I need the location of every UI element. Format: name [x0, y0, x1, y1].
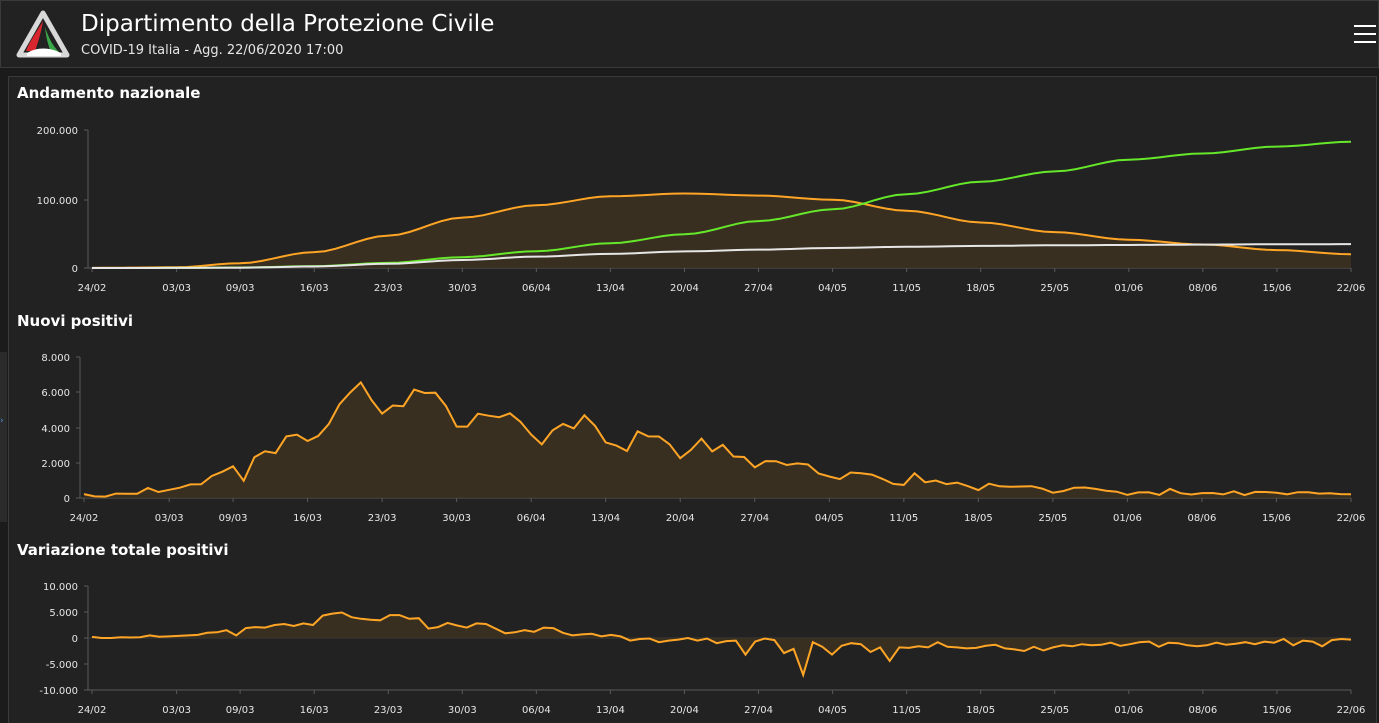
x-tick-label: 27/04 — [744, 705, 773, 716]
side-panel-handle[interactable]: › — [0, 352, 7, 522]
y-tick-label: 10.000 — [43, 582, 78, 593]
x-tick-label: 03/03 — [155, 513, 184, 524]
y-tick-label: 2.000 — [41, 459, 70, 470]
x-tick-label: 04/05 — [815, 513, 844, 524]
x-tick-label: 18/05 — [966, 705, 995, 716]
x-tick-label: 24/02 — [78, 283, 107, 294]
x-tick-label: 22/06 — [1337, 705, 1366, 716]
x-tick-label: 13/04 — [591, 513, 620, 524]
y-tick-label: 8.000 — [41, 353, 70, 364]
app-title: Dipartimento della Protezione Civile — [81, 11, 495, 37]
y-tick-label: 0 — [72, 264, 78, 275]
x-tick-label: 25/05 — [1040, 283, 1069, 294]
x-tick-label: 15/06 — [1263, 705, 1292, 716]
x-tick-label: 18/05 — [964, 513, 993, 524]
y-tick-label: 0 — [72, 634, 78, 645]
chevron-right-icon: › — [0, 416, 4, 426]
series-line — [92, 243, 1351, 269]
x-tick-label: 03/03 — [162, 705, 191, 716]
x-tick-label: 11/05 — [892, 283, 921, 294]
x-tick-label: 23/03 — [374, 283, 403, 294]
series-line — [91, 192, 1352, 269]
y-tick-label: 4.000 — [41, 424, 70, 435]
x-tick-label: 06/04 — [522, 283, 551, 294]
y-tick-label: 6.000 — [41, 388, 70, 399]
x-tick-label: 08/06 — [1188, 283, 1217, 294]
x-tick-label: 23/03 — [374, 705, 403, 716]
x-tick-label: 27/04 — [744, 283, 773, 294]
x-tick-label: 09/03 — [226, 705, 255, 716]
x-tick-label: 04/05 — [818, 705, 847, 716]
x-tick-label: 06/04 — [522, 705, 551, 716]
series-area — [84, 382, 1351, 498]
app-subtitle: COVID-19 Italia - Agg. 22/06/2020 17:00 — [81, 43, 344, 58]
y-tick-label: -5.000 — [46, 660, 78, 671]
x-tick-label: 13/04 — [596, 283, 625, 294]
series-line — [83, 380, 1352, 498]
x-tick-label: 25/05 — [1040, 705, 1069, 716]
x-tick-label: 06/04 — [517, 513, 546, 524]
x-tick-label: 04/05 — [818, 283, 847, 294]
x-tick-label: 03/03 — [162, 283, 191, 294]
x-tick-label: 15/06 — [1262, 513, 1291, 524]
x-tick-label: 16/03 — [300, 283, 329, 294]
chart-title-andamento: Andamento nazionale — [17, 84, 201, 102]
x-tick-label: 11/05 — [889, 513, 918, 524]
y-tick-label: 200.000 — [37, 126, 78, 137]
protezione-civile-logo — [16, 10, 70, 58]
x-tick-label: 24/02 — [78, 705, 107, 716]
x-tick-label: 16/03 — [293, 513, 322, 524]
series-area — [92, 193, 1351, 268]
x-tick-label: 27/04 — [740, 513, 769, 524]
chart-andamento-nazionale: 200.000 100.000 024/02 03/03 09/03 16/03 23/03… — [37, 126, 1366, 294]
y-tick-label: 100.000 — [37, 196, 78, 207]
x-tick-label: 20/04 — [666, 513, 695, 524]
x-tick-label: 20/04 — [670, 705, 699, 716]
chart-title-nuovi-positivi: Nuovi positivi — [17, 312, 134, 330]
x-tick-label: 30/03 — [448, 705, 477, 716]
x-tick-label: 18/05 — [966, 283, 995, 294]
series-area — [92, 612, 1351, 675]
x-tick-label: 01/06 — [1114, 705, 1143, 716]
x-tick-label: 22/06 — [1337, 513, 1366, 524]
x-tick-label: 13/04 — [596, 705, 625, 716]
x-tick-label: 16/03 — [300, 705, 329, 716]
y-tick-label: 0 — [64, 494, 70, 505]
x-tick-label: 11/05 — [892, 705, 921, 716]
chart-title-variazione: Variazione totale positivi — [17, 541, 229, 559]
x-tick-label: 08/06 — [1188, 705, 1217, 716]
hamburger-menu-icon[interactable] — [1354, 25, 1376, 45]
y-tick-label: 5.000 — [49, 608, 78, 619]
x-tick-label: 25/05 — [1038, 513, 1067, 524]
x-tick-label: 15/06 — [1263, 283, 1292, 294]
x-tick-label: 01/06 — [1114, 283, 1143, 294]
chart-nuovi-positivi: 8.000 6.000 4.000 2.000 024/02 03/03 09/03 16/0… — [41, 353, 1365, 524]
x-tick-label: 22/06 — [1337, 283, 1366, 294]
x-tick-label: 24/02 — [70, 513, 99, 524]
x-tick-label: 01/06 — [1113, 513, 1142, 524]
x-tick-label: 08/06 — [1188, 513, 1217, 524]
x-tick-label: 30/03 — [448, 283, 477, 294]
x-tick-label: 20/04 — [670, 283, 699, 294]
x-tick-label: 23/03 — [368, 513, 397, 524]
app-header: Dipartimento della Protezione Civile COV… — [0, 0, 1379, 68]
y-tick-label: -10.000 — [39, 686, 78, 697]
charts-panel: Andamento nazionale Nuovi positivi Varia… — [8, 76, 1377, 723]
series-line — [91, 611, 1352, 679]
x-tick-label: 30/03 — [442, 513, 471, 524]
x-tick-label: 09/03 — [226, 283, 255, 294]
x-tick-label: 09/03 — [219, 513, 248, 524]
